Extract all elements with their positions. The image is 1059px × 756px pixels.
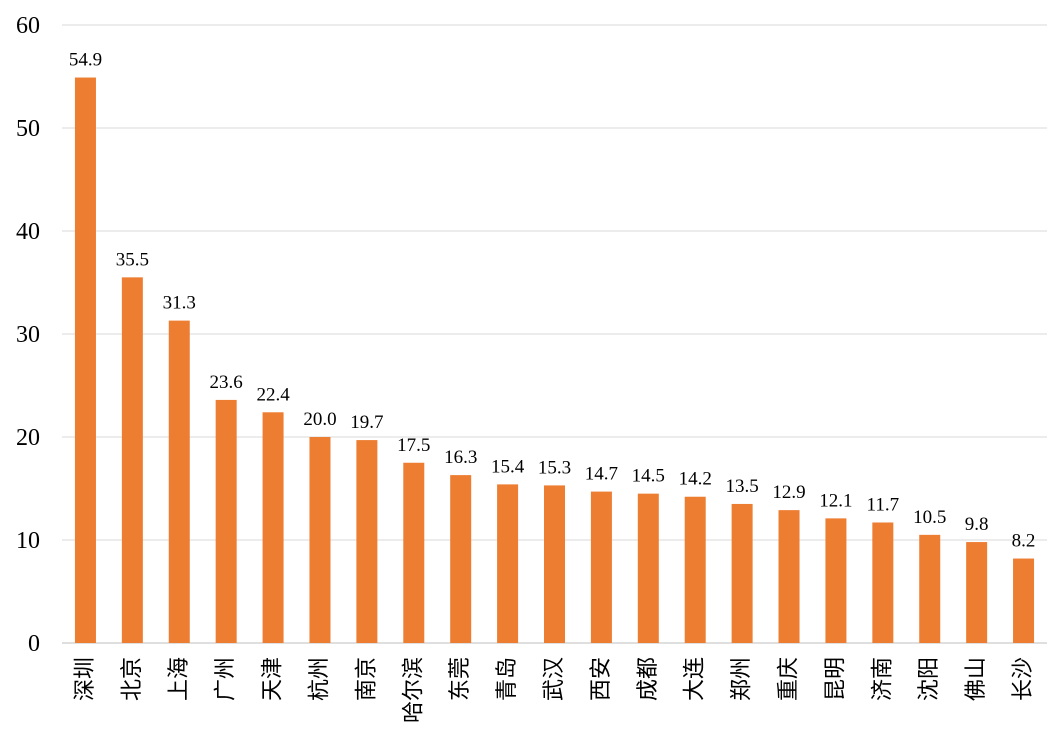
bar xyxy=(121,277,143,643)
x-tick-label: 武汉 xyxy=(542,657,567,701)
y-tick-label: 0 xyxy=(28,631,40,657)
x-tick-label: 广州 xyxy=(214,657,239,701)
bar xyxy=(74,77,96,643)
bar xyxy=(1013,558,1035,643)
y-tick-label: 10 xyxy=(16,528,40,554)
bar xyxy=(356,440,378,643)
data-label: 9.8 xyxy=(965,514,989,535)
bar xyxy=(215,399,237,643)
x-tick-label: 南京 xyxy=(354,657,379,701)
bar xyxy=(825,518,847,643)
x-tick-label: 济南 xyxy=(870,657,895,701)
data-label: 13.5 xyxy=(725,476,758,497)
y-tick-label: 20 xyxy=(16,425,40,451)
x-tick-label: 郑州 xyxy=(730,657,755,701)
x-tick-label: 北京 xyxy=(120,657,145,701)
x-tick-label: 哈尔滨 xyxy=(401,657,426,723)
data-label: 35.5 xyxy=(116,249,149,270)
data-label: 12.1 xyxy=(819,490,852,511)
bar xyxy=(262,412,284,643)
data-label: 14.5 xyxy=(632,466,665,487)
x-tick-label: 东莞 xyxy=(448,657,473,701)
x-tick-label: 上海 xyxy=(167,657,192,701)
bar xyxy=(778,510,800,643)
data-label: 31.3 xyxy=(163,293,196,314)
y-tick-label: 40 xyxy=(16,219,40,245)
x-tick-label: 重庆 xyxy=(777,657,802,701)
data-label: 22.4 xyxy=(256,384,290,405)
bar xyxy=(497,484,519,643)
data-label: 12.9 xyxy=(772,482,805,503)
x-tick-label: 深圳 xyxy=(73,657,98,701)
data-label: 15.3 xyxy=(538,457,571,478)
data-labels: 54.9 35.5 31.3 23.6 22.4 20.0 19.7 17.5 16.3 15.4… xyxy=(69,50,1036,552)
data-label: 54.9 xyxy=(69,50,102,71)
data-label: 10.5 xyxy=(913,507,946,528)
data-label: 17.5 xyxy=(397,435,430,456)
x-tick-label: 昆明 xyxy=(823,657,848,701)
bar xyxy=(919,534,941,643)
y-tick-label: 50 xyxy=(16,116,40,142)
y-tick-label: 30 xyxy=(16,322,40,348)
data-label: 8.2 xyxy=(1012,531,1036,552)
bar xyxy=(403,462,425,643)
data-label: 16.3 xyxy=(444,447,477,468)
x-tick-label: 成都 xyxy=(636,657,661,701)
x-tick-label: 大连 xyxy=(683,657,708,701)
x-tick-label: 佛山 xyxy=(964,657,989,701)
bar xyxy=(637,493,659,643)
y-tick-label: 60 xyxy=(16,13,40,39)
x-tick-label: 长沙 xyxy=(1011,657,1036,701)
data-label: 14.7 xyxy=(585,464,618,485)
x-tick-label: 杭州 xyxy=(307,657,332,701)
bars xyxy=(74,77,1035,643)
x-tick-label: 沈阳 xyxy=(917,657,942,701)
data-label: 19.7 xyxy=(350,412,383,433)
x-tick-label: 青岛 xyxy=(495,657,520,701)
data-label: 23.6 xyxy=(210,372,243,393)
bar xyxy=(872,522,894,643)
bar xyxy=(309,437,331,643)
bar xyxy=(731,503,753,643)
data-label: 11.7 xyxy=(867,494,900,515)
x-tick-label: 西安 xyxy=(589,657,614,701)
data-label: 20.0 xyxy=(303,409,336,430)
bar xyxy=(450,475,472,643)
bar xyxy=(966,542,988,643)
bar xyxy=(590,491,612,643)
bar xyxy=(168,320,190,643)
x-axis-labels: 深圳 北京 上海 广州 天津 杭州 南京 哈尔滨 东莞 青岛 武汉 西安 成都 大连 郑州 重庆 昆明 济南 沈阳佛… xyxy=(73,657,1036,723)
data-label: 15.4 xyxy=(491,456,525,477)
x-tick-label: 天津 xyxy=(261,657,286,701)
bar xyxy=(684,496,706,643)
bar xyxy=(544,485,565,643)
data-label: 14.2 xyxy=(679,469,712,490)
y-axis-ticks: 0 10 20 30 40 50 60 xyxy=(16,13,40,657)
